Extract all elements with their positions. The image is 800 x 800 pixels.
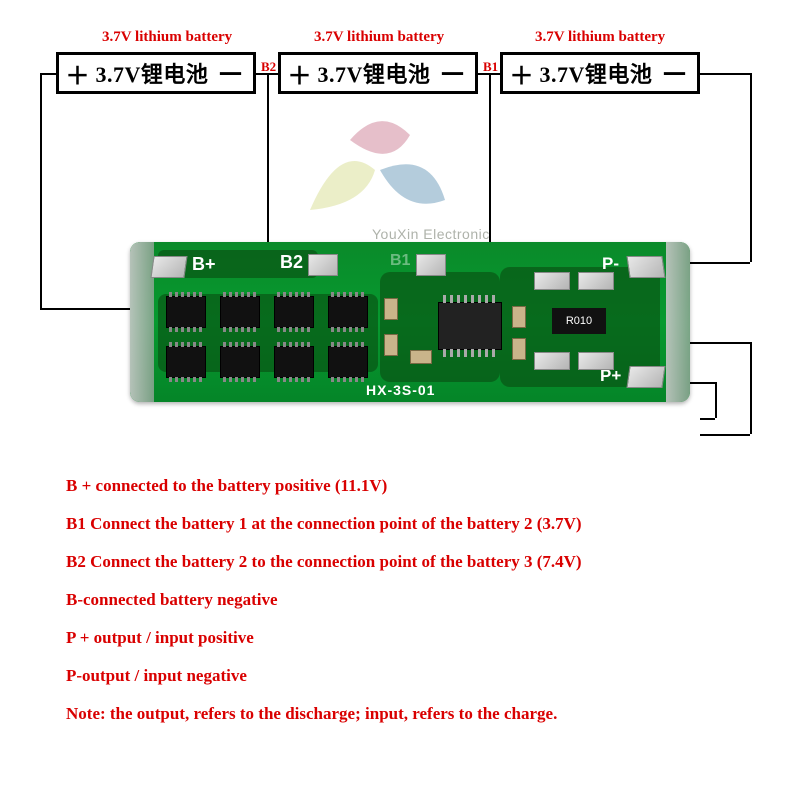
cap [534,272,570,290]
plus-icon: ＋ [282,56,318,91]
cap [578,272,614,290]
wire [750,73,752,262]
diagram-canvas: YouXin Electronic 3.7V lithium battery 3… [0,0,800,800]
resistor-r010: R010 [552,308,606,334]
silk-b1: B1 [390,252,410,270]
battery-cell-3: ＋ 3.7V锂电池 － [500,52,700,94]
chip [166,296,206,328]
battery-cell-text: 3.7V锂电池 [318,57,431,89]
battery-label-2: 3.7V lithium battery [314,29,444,46]
plus-icon: ＋ [504,56,540,91]
chip [220,346,260,378]
wire [700,418,715,420]
description-line: B-connected battery negative [66,591,278,608]
plus-icon: ＋ [60,56,96,91]
battery-label-1: 3.7V lithium battery [102,29,232,46]
chip [274,296,314,328]
description-line: B1 Connect the battery 1 at the connecti… [66,515,582,532]
battery-cell-1: ＋ 3.7V锂电池 － [56,52,256,94]
chip [220,296,260,328]
smd [512,306,526,328]
pad-pplus [626,366,665,388]
wire [40,73,56,75]
description-line: B2 Connect the battery 2 to the connecti… [66,553,582,570]
watermark-logo [280,100,460,240]
smd [384,334,398,356]
battery-cell-text: 3.7V锂电池 [540,57,653,89]
silk-bplus: B+ [192,254,216,275]
description-line: Note: the output, refers to the discharg… [66,705,557,722]
wire [750,342,752,434]
cap [534,352,570,370]
chip [328,296,368,328]
battery-cell-2: ＋ 3.7V锂电池 － [278,52,478,94]
silk-model: HX-3S-01 [366,382,435,398]
pad-pminus-top [626,256,665,278]
wire [715,382,717,418]
chip [166,346,206,378]
silk-pminus: P- [602,254,619,274]
main-ic [438,302,502,350]
chip [274,346,314,378]
wire [40,73,42,308]
battery-cell-text: 3.7V锂电池 [96,57,209,89]
wire [700,73,750,75]
smd [410,350,432,364]
smd [384,298,398,320]
smd [512,338,526,360]
wire [489,73,491,256]
silk-b2: B2 [280,252,303,273]
pad-bplus [150,256,187,278]
battery-label-3: 3.7V lithium battery [535,29,665,46]
description-line: P + output / input positive [66,629,254,646]
description-line: P-output / input negative [66,667,247,684]
description-line: B + connected to the battery positive (1… [66,477,387,494]
pad-b2 [308,254,338,276]
minus-icon: － [208,53,252,93]
wire [267,73,269,257]
pad-b1 [416,254,446,276]
minus-icon: － [652,53,696,93]
watermark-text: YouXin Electronic [372,226,490,242]
minus-icon: － [430,53,474,93]
pcb-board: B+ B2 B1 P- P+ HX-3S-01 [130,242,690,402]
chip [328,346,368,378]
cap [578,352,614,370]
wire [700,434,750,436]
